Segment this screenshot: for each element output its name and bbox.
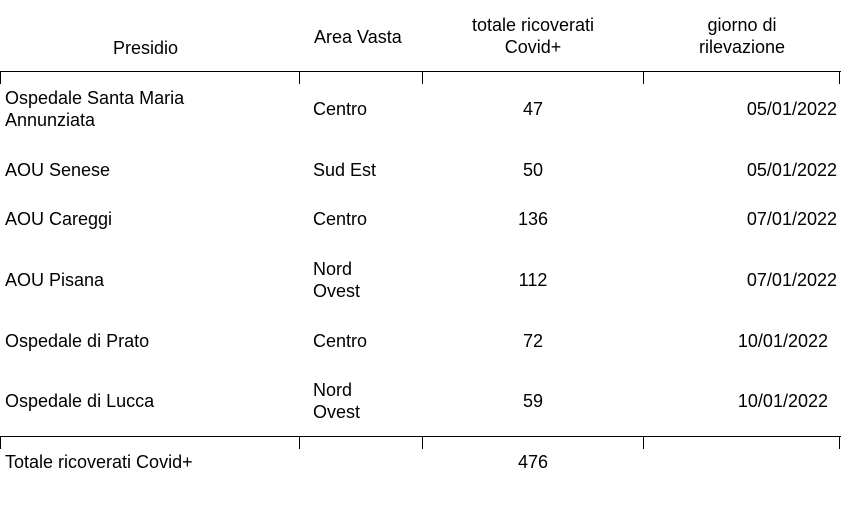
cell-ricoverati: 50	[522, 160, 544, 180]
column-tick	[0, 437, 1, 449]
column-tick	[643, 72, 644, 84]
cell-area: Centro	[313, 331, 368, 351]
cell-presidio: AOU Senese	[5, 160, 111, 180]
column-tick	[0, 72, 1, 84]
cell-date: 05/01/2022	[746, 99, 837, 119]
cell-ricoverati: 72	[522, 331, 544, 351]
cell-ricoverati: 112	[518, 270, 548, 290]
cell-area: Ovest	[313, 402, 361, 422]
cell-date: 10/01/2022	[737, 391, 828, 411]
header-ricoverati-line1: totale ricoverati	[471, 15, 595, 35]
cell-date: 07/01/2022	[746, 270, 837, 290]
header-rule	[0, 71, 841, 72]
cell-presidio: Annunziata	[5, 110, 96, 130]
cell-presidio: Ospedale Santa Maria	[5, 88, 185, 108]
column-tick	[422, 437, 423, 449]
total-rule	[0, 436, 841, 437]
column-tick	[839, 437, 840, 449]
cell-ricoverati: 136	[517, 209, 549, 229]
cell-presidio: AOU Careggi	[5, 209, 113, 229]
cell-presidio: Ospedale di Lucca	[5, 391, 155, 411]
total-label: Totale ricoverati Covid+	[5, 452, 193, 472]
column-tick	[839, 72, 840, 84]
cell-date: 07/01/2022	[746, 209, 837, 229]
header-presidio: Presidio	[113, 38, 179, 58]
cell-date: 05/01/2022	[746, 160, 837, 180]
column-tick	[299, 72, 300, 84]
header-giorno-line1: giorno di	[707, 15, 777, 35]
column-tick	[643, 437, 644, 449]
cell-date: 10/01/2022	[737, 331, 828, 351]
column-tick	[422, 72, 423, 84]
header-area-vasta: Area Vasta	[314, 27, 402, 47]
column-tick	[299, 437, 300, 449]
cell-area: Nord	[313, 259, 353, 279]
cell-area: Sud Est	[313, 160, 377, 180]
cell-area: Centro	[313, 99, 368, 119]
cell-presidio: Ospedale di Prato	[5, 331, 150, 351]
header-ricoverati-line2: Covid+	[504, 37, 562, 57]
cell-area: Ovest	[313, 281, 361, 301]
cell-presidio: AOU Pisana	[5, 270, 105, 290]
header-giorno-line2: rilevazione	[698, 37, 786, 57]
cell-area: Nord	[313, 380, 353, 400]
cell-area: Centro	[313, 209, 368, 229]
cell-ricoverati: 47	[522, 99, 544, 119]
cell-ricoverati: 59	[522, 391, 544, 411]
total-value: 476	[517, 452, 549, 472]
